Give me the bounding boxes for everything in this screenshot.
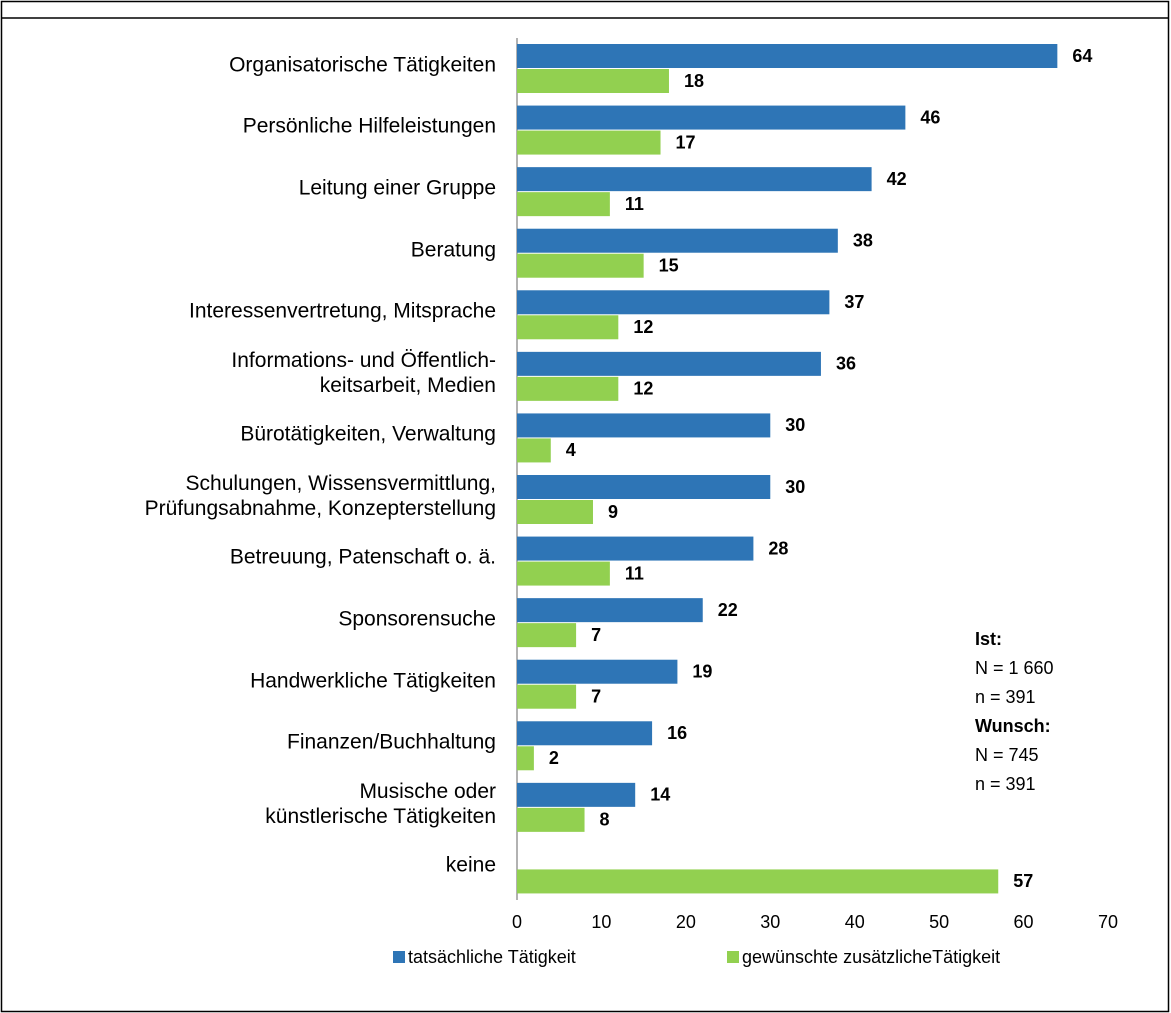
x-tick-label: 30 (760, 912, 780, 932)
category-label: Informations- und Öffentlich- keitsarbei… (231, 348, 496, 397)
bar (517, 500, 593, 524)
bar (517, 475, 771, 499)
value-label: 14 (650, 785, 670, 805)
value-label: 38 (853, 230, 873, 250)
bar (517, 438, 551, 463)
x-tick-label: 50 (929, 912, 949, 932)
x-tick-label: 0 (512, 912, 522, 932)
category-label: Bürotätigkeiten, Verwaltung (240, 422, 496, 446)
category-label: Organisatorische Tätigkeiten (229, 53, 496, 77)
bar (517, 253, 644, 278)
bar (517, 376, 619, 401)
value-label: 15 (659, 255, 679, 275)
category-label: Betreuung, Patenschaft o. ä. (229, 545, 496, 569)
value-label: 12 (633, 317, 653, 337)
legend-swatch (393, 951, 405, 963)
annotation: Wunsch: (975, 716, 1051, 736)
value-label: 22 (718, 600, 738, 620)
bar (517, 315, 619, 340)
bar (517, 351, 821, 376)
category-label: keine (445, 853, 496, 877)
bar (517, 69, 669, 93)
bar (517, 684, 577, 709)
annotation: N = 1 660 (975, 658, 1054, 678)
bar (517, 130, 661, 155)
legend-label: gewünschte zusätzlicheTätigkeit (742, 947, 1000, 967)
value-label: 19 (692, 661, 712, 681)
value-label: 8 (600, 810, 610, 830)
category-label: Finanzen/Buchhaltung (287, 730, 496, 754)
bar (517, 290, 830, 315)
x-tick-label: 40 (845, 912, 865, 932)
value-label: 17 (676, 132, 696, 152)
bar (517, 167, 872, 192)
value-label: 30 (785, 477, 805, 497)
category-label: Interessenvertretung, Mitsprache (189, 299, 496, 323)
value-label: 18 (684, 71, 704, 91)
value-label: 11 (625, 563, 644, 583)
category-label: Beratung (410, 238, 496, 261)
x-tick-label: 70 (1098, 912, 1118, 932)
bar (517, 192, 610, 217)
value-label: 2 (549, 748, 559, 768)
bar (517, 746, 534, 771)
bar (517, 228, 838, 253)
x-tick-label: 20 (676, 912, 696, 932)
bar (517, 44, 1058, 68)
legend-label: tatsächliche Tätigkeit (408, 947, 576, 967)
annotation: n = 391 (975, 774, 1036, 794)
annotation: n = 391 (975, 687, 1036, 707)
value-label: 28 (768, 538, 788, 558)
bar (517, 869, 999, 894)
annotation: Ist: (975, 629, 1002, 649)
value-label: 12 (633, 379, 653, 399)
value-label: 42 (887, 169, 907, 189)
value-label: 46 (920, 107, 940, 127)
value-label: 7 (591, 625, 601, 645)
value-label: 11 (625, 194, 644, 214)
value-label: 57 (1013, 871, 1033, 891)
bar (517, 623, 577, 648)
value-label: 16 (667, 723, 687, 743)
value-label: 7 (591, 686, 601, 706)
bar (517, 598, 703, 623)
bar (517, 561, 610, 586)
bar (517, 721, 653, 746)
value-label: 4 (566, 440, 576, 460)
bar (517, 807, 585, 832)
bar (517, 413, 771, 438)
category-label: Musische oder künstlerische Tätigkeiten (265, 779, 496, 828)
category-label: Leitung einer Gruppe (298, 176, 496, 200)
category-label: Sponsorensuche (338, 607, 496, 631)
bar (517, 659, 678, 684)
bar (517, 536, 754, 561)
x-tick-label: 60 (1014, 912, 1034, 932)
value-label: 64 (1072, 46, 1092, 66)
annotation: N = 745 (975, 745, 1039, 765)
value-label: 36 (836, 354, 856, 374)
category-label: Schulungen, Wissensvermittlung, Prüfungs… (144, 471, 496, 520)
category-label: Handwerkliche Tätigkeiten (250, 669, 496, 692)
value-label: 37 (844, 292, 864, 312)
value-label: 30 (785, 415, 805, 435)
bar (517, 782, 636, 807)
bar (517, 105, 906, 130)
legend-swatch (727, 951, 739, 963)
x-tick-label: 10 (591, 912, 611, 932)
value-label: 9 (608, 502, 618, 522)
category-label: Persönliche Hilfeleistungen (242, 114, 496, 138)
